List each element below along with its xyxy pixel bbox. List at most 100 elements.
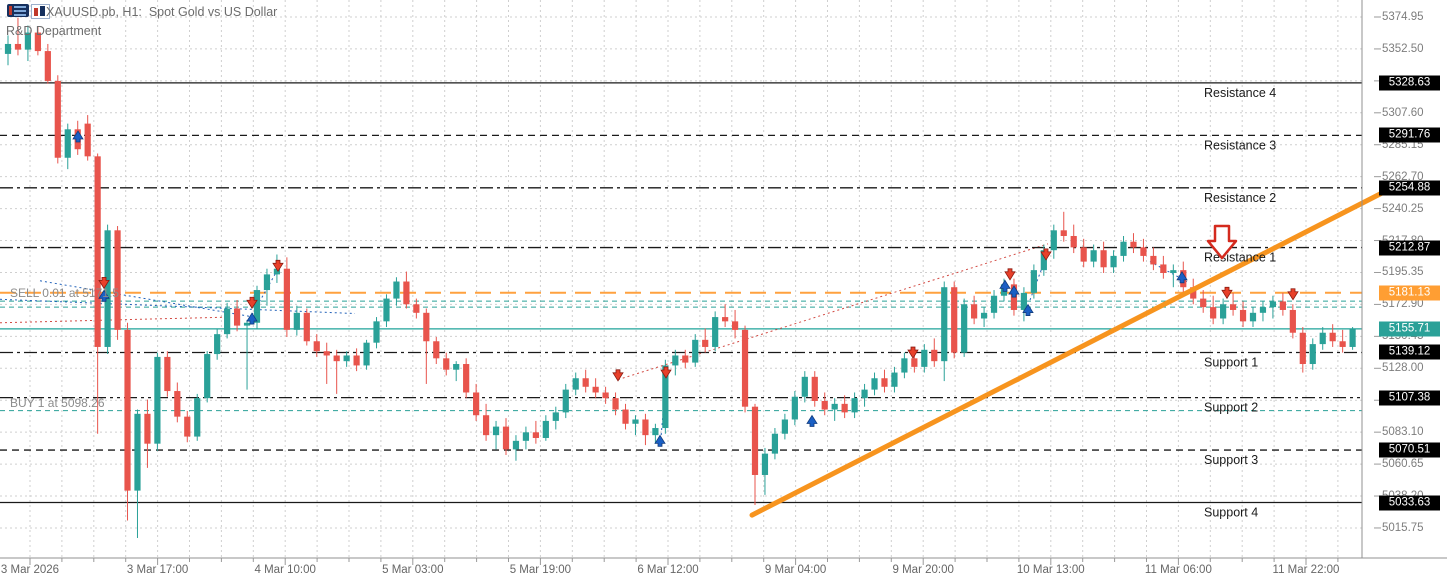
- candle-body: [1150, 255, 1157, 265]
- sell-arrow-marker: [1221, 286, 1233, 300]
- candle-body: [293, 312, 300, 330]
- candle-body: [901, 358, 908, 373]
- candle-body: [931, 349, 938, 362]
- candle-body: [841, 403, 848, 413]
- candle-body: [682, 355, 689, 363]
- candle-body: [672, 355, 679, 366]
- candle-body: [961, 304, 968, 353]
- candle-body: [343, 355, 350, 362]
- candle-body: [1090, 250, 1097, 262]
- sr-label: Resistance 4: [1204, 86, 1276, 100]
- sell-arrow-marker: [612, 369, 624, 382]
- candle-body: [1020, 292, 1028, 310]
- candle-body: [731, 321, 739, 330]
- candle-body: [692, 339, 699, 363]
- price-badge: 5155.71: [1379, 321, 1440, 337]
- sell-arrow-marker: [907, 346, 919, 359]
- buy-arrow-marker: [98, 289, 110, 302]
- chart-title: XAUUSD.pb, H1: Spot Gold vs US Dollar: [46, 5, 278, 19]
- time-axis-label: 3 Mar 2026: [0, 564, 60, 576]
- candle-body: [652, 428, 659, 436]
- chart-list-icon[interactable]: [7, 4, 29, 17]
- candle-body: [463, 364, 470, 393]
- bar-chart-icon[interactable]: [31, 4, 50, 19]
- price-axis-label: 5352.50: [1382, 42, 1424, 55]
- candle-body: [851, 398, 858, 413]
- candle-body: [1249, 312, 1257, 322]
- candle-body: [562, 389, 569, 413]
- candle-body: [791, 396, 798, 420]
- trade-connector-line: [251, 270, 278, 316]
- candle-body: [1160, 264, 1167, 273]
- time-axis-label: 6 Mar 12:00: [637, 564, 699, 576]
- down-arrow-annotation[interactable]: [1206, 224, 1238, 260]
- buy-arrow-marker: [806, 414, 818, 427]
- price-axis-label: 5172.90: [1382, 298, 1424, 311]
- candle-body: [781, 419, 788, 434]
- candle-body: [134, 413, 141, 491]
- trendline[interactable]: [749, 190, 1385, 518]
- buy-arrow-marker: [72, 130, 84, 143]
- candle-body: [313, 341, 320, 352]
- candle-body: [761, 453, 769, 475]
- candle-body: [1130, 241, 1137, 248]
- price-axis-label: 5195.35: [1382, 266, 1424, 279]
- price-axis-label: 5374.95: [1382, 11, 1424, 23]
- candle-body: [801, 376, 808, 397]
- candle-body: [1329, 332, 1336, 342]
- watermark-text: R&D Department: [6, 24, 102, 38]
- time-axis-label: 5 Mar 03:00: [382, 564, 444, 576]
- candle-body: [1030, 270, 1037, 293]
- candle-body: [662, 365, 669, 429]
- sr-label: Resistance 3: [1204, 138, 1276, 152]
- candle-body: [413, 304, 420, 313]
- price-badge: 5139.12: [1379, 344, 1440, 360]
- candle-body: [921, 349, 928, 367]
- sr-label: Support 3: [1204, 453, 1258, 467]
- candle-body: [1070, 235, 1077, 248]
- sr-label: Resistance 2: [1204, 191, 1276, 205]
- time-axis-label: 9 Mar 20:00: [892, 564, 954, 576]
- candle-body: [622, 409, 629, 424]
- candle-body: [84, 123, 91, 157]
- candle-body: [502, 426, 510, 450]
- candle-body: [512, 440, 520, 450]
- candle-body: [980, 312, 988, 319]
- sell-arrow-marker: [272, 259, 284, 273]
- candle-body: [612, 398, 619, 410]
- candle-body: [164, 356, 171, 392]
- time-axis-label: 9 Mar 04:00: [764, 564, 827, 576]
- candle-body: [821, 401, 828, 410]
- candle-body: [1050, 230, 1057, 251]
- buy-arrow-marker: [1008, 285, 1020, 298]
- candle-body: [1190, 287, 1197, 299]
- candle-body: [1140, 247, 1147, 256]
- sr-label: Resistance 1: [1204, 251, 1276, 265]
- candle-body: [14, 43, 22, 50]
- candle-body: [24, 32, 32, 50]
- candle-body: [243, 322, 251, 326]
- price-badge: 5212.87: [1379, 240, 1440, 256]
- trade-connector-line: [0, 298, 356, 315]
- candle-body: [1210, 307, 1217, 319]
- price-badge: 5033.63: [1379, 495, 1440, 511]
- candle-body: [353, 355, 360, 366]
- candle-body: [1200, 298, 1207, 308]
- price-axis-label: 5307.60: [1382, 106, 1424, 119]
- sell-trade-label: SELL 0.01 at 5171.5: [10, 286, 119, 300]
- candle-body: [532, 432, 539, 438]
- candle-body: [1239, 309, 1247, 322]
- candle-body: [273, 268, 281, 275]
- candle-body: [94, 156, 101, 347]
- candle-body: [1060, 230, 1067, 236]
- candle-body: [44, 51, 51, 81]
- candle-body: [34, 32, 41, 52]
- candle-body: [632, 419, 639, 424]
- candle-body: [144, 413, 151, 444]
- candle-body: [831, 403, 838, 410]
- candle-body: [572, 378, 579, 390]
- candle-body: [453, 364, 460, 370]
- candle-body: [1040, 250, 1047, 271]
